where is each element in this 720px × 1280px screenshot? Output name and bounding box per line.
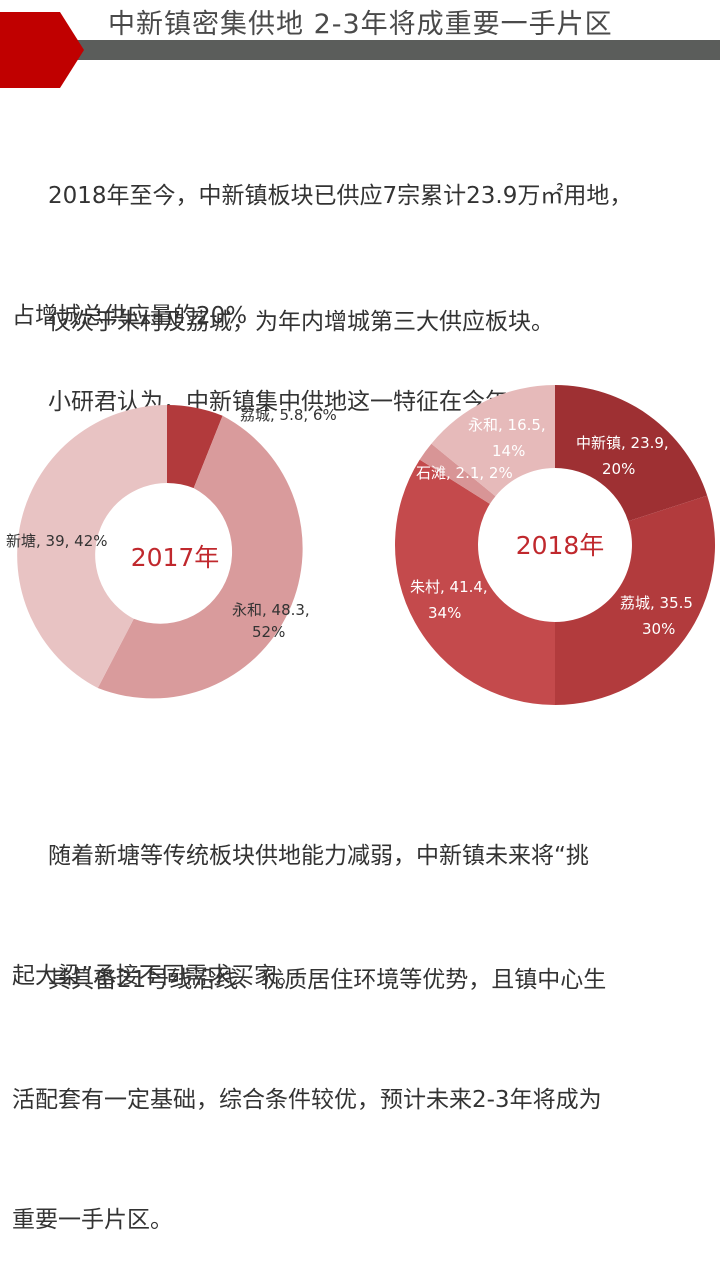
section-header: 中新镇密集供地 2-3年将成重要一手片区	[0, 0, 720, 88]
label-zhucun-pct: 34%	[428, 604, 461, 622]
label-yonghe: 永和, 16.5,	[468, 416, 546, 434]
text-line: 活配套有一定基础，综合条件较优，预计未来2-3年将成为	[12, 1087, 602, 1113]
donut-chart-2018: 2018年 中新镇, 23.9, 20% 荔城, 35.5 30% 朱村, 41…	[380, 370, 720, 714]
paragraph-ranking: 仅次于朱村及荔城，为年内增城第三大供应板块。	[12, 222, 712, 382]
segment-xintang	[17, 405, 168, 688]
segment-shitan	[419, 443, 496, 504]
segment-zhongxin	[555, 385, 708, 522]
paragraph-supply-summary: 2018年至今，中新镇板块已供应7宗累计23.9万㎡用地， 占增城总供应量的20…	[12, 96, 712, 376]
chart-center-label: 2018年	[516, 531, 605, 560]
segment-licheng	[167, 405, 223, 489]
label-zhucun: 朱村, 41.4,	[410, 578, 488, 596]
text-line: 2018年至今，中新镇板块已供应7宗累计23.9万㎡用地，	[48, 183, 633, 209]
text-line: 重要一手片区。	[12, 1207, 173, 1233]
text-line: 其具备21号线沿线、优质居住环境等优势，且镇中心生	[48, 967, 607, 993]
label-licheng: 荔城, 35.5	[620, 594, 693, 612]
label-yonghe: 永和, 48.3,	[232, 601, 310, 619]
segment-yonghe	[97, 415, 303, 699]
label-yonghe-pct: 14%	[492, 442, 525, 460]
label-licheng: 荔城, 5.8, 6%	[240, 406, 337, 424]
chart-center-label: 2017年	[131, 543, 220, 572]
label-xintang: 新塘, 39, 42%	[6, 532, 108, 550]
header-bar	[70, 40, 720, 60]
label-shitan: 石滩, 2.1, 2%	[416, 464, 513, 482]
paragraph-advantages: 其具备21号线沿线、优质居住环境等优势，且镇中心生 活配套有一定基础，综合条件较…	[12, 880, 712, 1280]
text-line: 占增城总供应量的20%	[12, 303, 248, 329]
text-line: 起大梁”承接不同需求买家。	[12, 963, 300, 989]
label-licheng-pct: 30%	[642, 620, 675, 638]
label-zhongxin-pct: 20%	[602, 460, 635, 478]
paragraph-outlook: 随着新塘等传统板块供地能力减弱，中新镇未来将“挑 起大梁”承接不同需求买家。	[12, 756, 712, 1036]
page-title: 中新镇密集供地 2-3年将成重要一手片区	[108, 9, 613, 40]
segment-licheng	[555, 495, 716, 705]
label-zhongxin: 中新镇, 23.9,	[576, 434, 669, 452]
header-arrow-icon	[0, 12, 84, 88]
segment-yonghe	[431, 385, 555, 497]
segment-zhucun	[395, 459, 555, 705]
label-yonghe-pct: 52%	[252, 623, 285, 641]
text-line: 随着新塘等传统板块供地能力减弱，中新镇未来将“挑	[48, 843, 589, 869]
text-line: 仅次于朱村及荔城，为年内增城第三大供应板块。	[48, 309, 554, 335]
donut-chart-2017: 2017年 荔城, 5.8, 6% 永和, 48.3, 52% 新塘, 39, …	[0, 380, 370, 724]
